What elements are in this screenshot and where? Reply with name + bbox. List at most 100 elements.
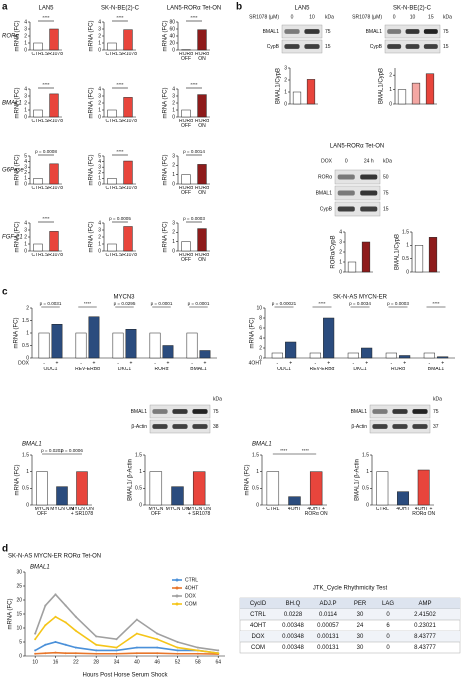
significance: **** [42, 82, 49, 87]
bar [149, 332, 161, 359]
x-tick-label-box: CTRL [266, 507, 279, 512]
y-tick-label: 2 [172, 163, 175, 169]
blot-band [337, 190, 355, 196]
x-tick-label: CTRL [105, 118, 119, 124]
protein-label: β-Actin [351, 424, 367, 430]
y-tick-label: 8 [259, 315, 262, 321]
marker-label: 37 [433, 424, 439, 430]
y-tick-label: 0 [139, 502, 142, 508]
y-axis-label: mRNA (FC) [15, 21, 21, 52]
x-tick-label-box: MYCN OFF [148, 507, 163, 517]
x-tick-label-box: RORα OFF [178, 51, 193, 62]
y-tick-label: 1 [284, 89, 287, 95]
unit-label: kDa [383, 158, 392, 164]
bar [423, 352, 435, 359]
significance: **** [84, 301, 91, 306]
y-tick-label: 1.5 [135, 452, 142, 458]
x-tick-label: RORα OFF [178, 51, 193, 62]
blot-band [284, 29, 300, 34]
x-tick-label-box: CTRL [105, 253, 118, 258]
x-tick-label-box: ODC1 [277, 367, 291, 372]
y-tick-label: 0 [389, 101, 392, 107]
y-tick-label: 0 [172, 248, 175, 254]
point [217, 652, 220, 655]
y-tick-label: 20 [169, 40, 175, 46]
bar [309, 471, 323, 506]
chart-title: SK-N-AS MYCN-ER RORα Tet-ON [8, 554, 101, 560]
blot-band [360, 206, 378, 212]
protein-label: CypB [267, 44, 280, 50]
y-tick-label: 2 [389, 73, 392, 79]
protein-label: BMAL1 [366, 29, 383, 35]
table-cell: 30 [357, 634, 364, 640]
y-axis-label: mRNA (FC) [163, 21, 169, 52]
y-tick-label: 1 [26, 469, 29, 475]
point [64, 621, 67, 624]
y-axis-label: BMAL1/CypB [395, 234, 401, 270]
table-cell: 24 [357, 623, 364, 629]
point [34, 632, 37, 635]
y-tick-label: 4 [24, 220, 27, 226]
y-tick-label: 3 [24, 165, 27, 171]
x-tick-label-box: SR1078 [45, 119, 63, 124]
y-tick-label: 4 [98, 86, 101, 92]
y-tick-label: 1.5 [402, 229, 409, 235]
significance: p = 0.0003 [387, 301, 409, 306]
y-tick-label: 3 [24, 26, 27, 32]
y-tick-label: 0.5 [22, 343, 29, 349]
x-tick-label: 4OHT + RORα ON [304, 506, 328, 517]
gene-label: G6Pase [2, 168, 24, 174]
y-tick-label: 2 [98, 170, 101, 176]
panel-letter: b [236, 2, 242, 13]
legend-label: CTRL [185, 577, 198, 583]
point [74, 615, 77, 618]
x-tick-label: CTRL [31, 185, 45, 191]
x-tick-label: 22 [73, 659, 79, 665]
marker-label: 75 [383, 190, 389, 196]
x-tick-label-box: RORα ON [195, 52, 209, 62]
y-tick-label: 3 [339, 239, 342, 245]
marker-label: 75 [325, 29, 331, 35]
y-tick-label: 1 [406, 243, 409, 249]
x-tick-label-box: REV-ERBα [310, 367, 335, 372]
x-tick-label-box: RORα [154, 367, 168, 372]
y-tick-label: 2 [339, 249, 342, 255]
y-tick-label: 3 [284, 65, 287, 71]
blot-strip [281, 39, 323, 54]
y-tick-label: 1 [389, 87, 392, 93]
y-tick-label: 2 [172, 100, 175, 106]
blot-band [360, 190, 378, 196]
blot-band [387, 29, 402, 34]
x-tick-label: BMAL1 [427, 367, 445, 372]
y-tick-label: 15 [16, 611, 22, 617]
blot-band [152, 409, 168, 414]
y-tick-label: 0 [259, 355, 262, 361]
protein-label: BMAL1 [316, 190, 333, 196]
table-row-bg [240, 631, 460, 642]
x-tick-label-box: SR1078 [45, 186, 63, 191]
x-tick-label: ODC1 [277, 367, 291, 372]
bar [347, 261, 357, 273]
bar [288, 496, 301, 506]
y-tick-label: 0 [98, 248, 101, 254]
x-tick-label-box: 4OHT [396, 507, 409, 512]
y-tick-label: 0.5 [135, 486, 142, 492]
bar [88, 316, 100, 359]
blot-strip [334, 201, 381, 217]
bar [112, 332, 124, 359]
y-axis-label: RORα/CypB [331, 235, 337, 268]
y-tick-label: 25 [16, 583, 22, 589]
bar [266, 471, 280, 506]
x-tick-label: DKC1 [353, 367, 367, 372]
x-tick-label: BMAL1 [190, 367, 207, 372]
x-tick-label: CTRL [375, 506, 389, 512]
table-header: PER [354, 601, 367, 607]
line [34, 641, 219, 654]
x-tick-label-box: SR1078 [45, 253, 63, 258]
y-tick-label: 3 [172, 93, 175, 99]
significance: p = 0.0005 [109, 216, 131, 221]
x-tick-label: 40 [134, 659, 140, 665]
y-tick-label: 0 [24, 47, 27, 53]
y-axis-label: mRNA (FC) [89, 88, 95, 119]
bar [125, 329, 137, 359]
